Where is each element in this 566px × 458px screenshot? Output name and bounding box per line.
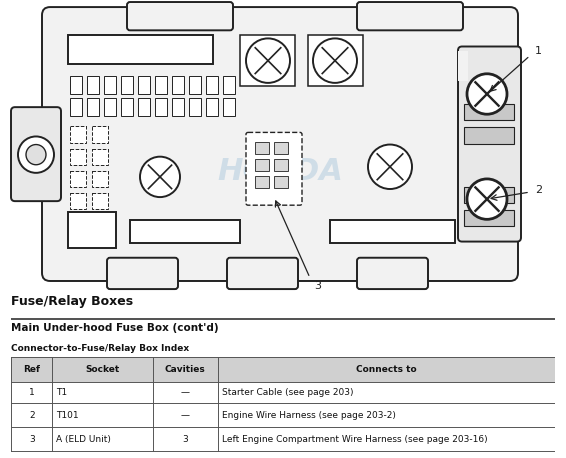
Circle shape [368,145,412,189]
Bar [189,76,201,94]
Bar [255,158,269,171]
Text: Fuse/Relay Boxes: Fuse/Relay Boxes [11,295,134,308]
Bar [92,193,108,209]
Text: 1: 1 [535,45,542,55]
Text: T101: T101 [57,411,79,420]
Bar [274,176,288,188]
Bar [464,127,514,143]
Bar [70,76,82,94]
FancyBboxPatch shape [458,47,521,241]
Text: HONDA: HONDA [217,158,343,186]
Text: 3: 3 [315,281,321,291]
FancyBboxPatch shape [11,107,61,201]
Bar [458,50,468,81]
FancyBboxPatch shape [246,132,302,205]
Text: Connects to: Connects to [356,365,417,374]
Circle shape [467,179,507,219]
Bar [206,98,218,116]
Bar [92,171,108,187]
Text: Cavities: Cavities [165,365,205,374]
Circle shape [246,38,290,83]
FancyBboxPatch shape [227,258,298,289]
Bar [104,76,116,94]
Text: Connector-to-Fuse/Relay Box Index: Connector-to-Fuse/Relay Box Index [11,344,190,353]
Bar [206,76,218,94]
Bar [70,193,86,209]
Bar [104,98,116,116]
Bar [70,98,82,116]
Circle shape [18,136,54,173]
Text: —: — [181,411,190,420]
Bar [223,98,235,116]
FancyBboxPatch shape [127,2,233,30]
Bar [155,98,167,116]
Bar [255,142,269,153]
Bar [464,187,514,203]
Bar [464,210,514,226]
Bar [138,98,150,116]
Bar [308,35,363,86]
Bar [255,176,269,188]
Bar [172,76,184,94]
Bar [68,35,213,64]
Bar [70,171,86,187]
Text: Engine Wire Harness (see page 203-2): Engine Wire Harness (see page 203-2) [222,411,396,420]
Text: Ref: Ref [23,365,40,374]
Text: 2: 2 [535,185,542,195]
Text: A (ELD Unit): A (ELD Unit) [57,435,112,444]
Text: 3: 3 [29,435,35,444]
Bar [121,98,133,116]
Text: Starter Cable (see page 203): Starter Cable (see page 203) [222,388,354,398]
Bar [223,76,235,94]
Bar [87,98,99,116]
Text: Main Under-hood Fuse Box (cont'd): Main Under-hood Fuse Box (cont'd) [11,323,219,333]
Bar [70,126,86,142]
Bar [92,126,108,142]
Bar [189,98,201,116]
Bar [130,220,240,243]
Bar [92,148,108,165]
Bar [172,98,184,116]
Circle shape [467,74,507,114]
Text: 3: 3 [182,435,188,444]
Text: Left Engine Compartment Wire Harness (see page 203-16): Left Engine Compartment Wire Harness (se… [222,435,488,444]
Text: 1: 1 [29,388,35,398]
Bar [155,76,167,94]
Text: Socket: Socket [85,365,119,374]
Bar [121,76,133,94]
Text: 2: 2 [29,411,35,420]
FancyBboxPatch shape [107,258,178,289]
Text: T1: T1 [57,388,67,398]
Bar [87,76,99,94]
FancyBboxPatch shape [357,258,428,289]
Bar [330,220,455,243]
Text: —: — [181,388,190,398]
FancyBboxPatch shape [357,2,463,30]
Circle shape [140,157,180,197]
Bar [464,104,514,120]
Bar [274,158,288,171]
Bar [274,142,288,153]
Bar [68,212,116,248]
FancyBboxPatch shape [42,7,518,281]
Bar [70,148,86,165]
Bar [138,76,150,94]
Bar [240,35,295,86]
Circle shape [313,38,357,83]
Bar [11,357,555,382]
Circle shape [26,145,46,165]
